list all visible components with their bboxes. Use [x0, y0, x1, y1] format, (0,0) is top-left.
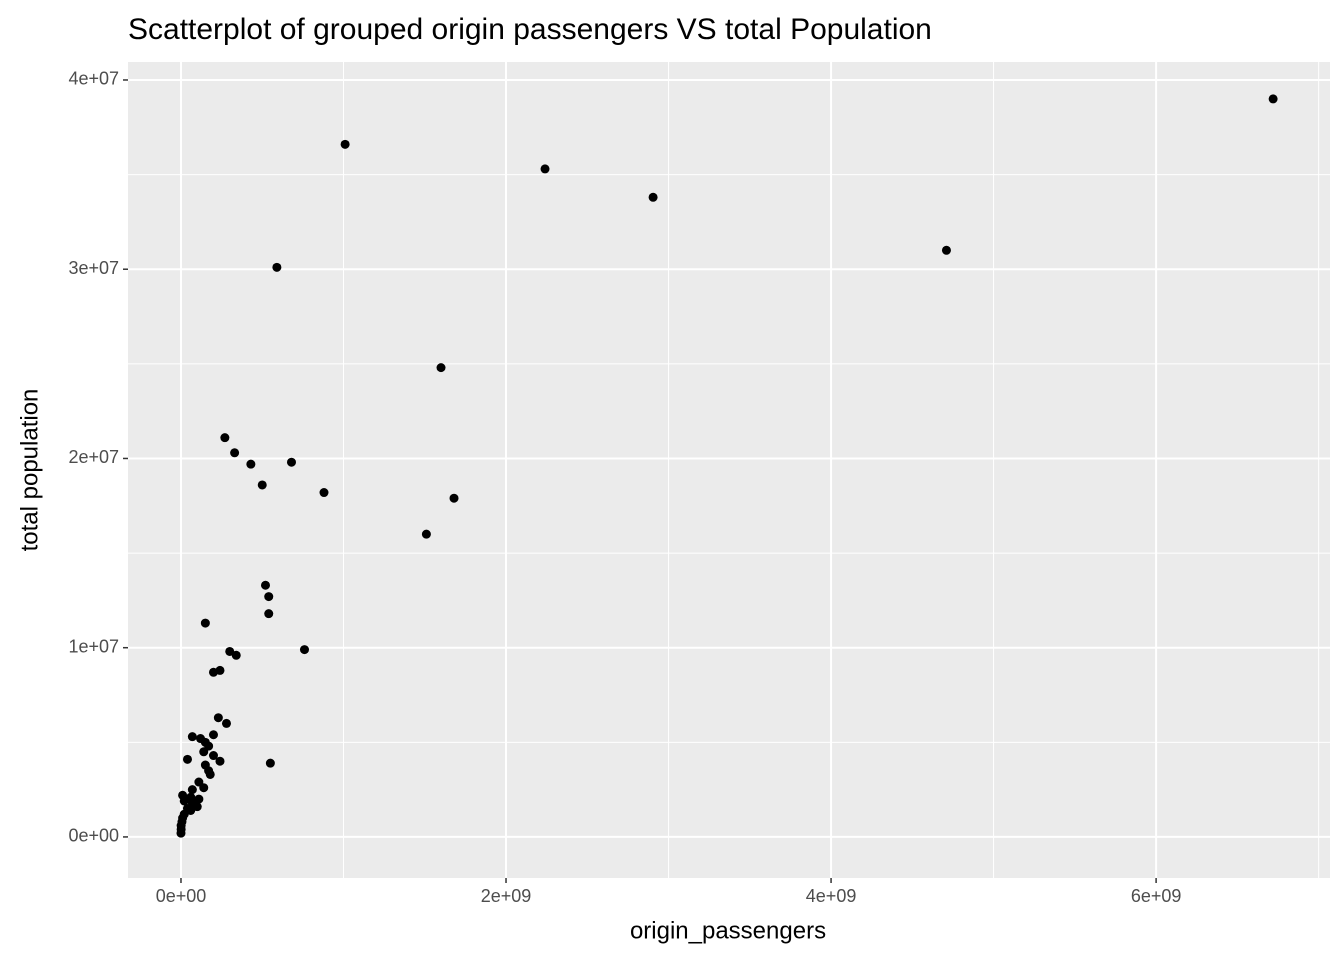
point: [272, 262, 282, 272]
point: [208, 667, 218, 677]
point: [186, 805, 196, 815]
y-tick-label: 0e+00: [68, 826, 119, 846]
point: [260, 580, 270, 590]
y-axis-title: total population: [16, 389, 43, 552]
point: [182, 754, 192, 764]
y-tick-label: 3e+07: [68, 258, 119, 278]
point: [246, 459, 256, 469]
point: [215, 756, 225, 766]
point: [200, 618, 210, 628]
point: [648, 192, 658, 202]
point: [257, 480, 267, 490]
chart-title: Scatterplot of grouped origin passengers…: [128, 13, 932, 46]
x-axis-title: origin_passengers: [630, 917, 826, 944]
y-tick-label: 1e+07: [68, 636, 119, 656]
point: [199, 747, 209, 757]
point: [436, 363, 446, 373]
point: [941, 245, 951, 255]
point: [179, 796, 189, 806]
point: [208, 730, 218, 740]
point: [264, 609, 274, 619]
point: [176, 828, 186, 838]
point: [340, 139, 350, 149]
point: [199, 783, 209, 793]
x-tick-label: 6e+09: [1131, 886, 1182, 906]
point: [187, 785, 197, 795]
y-tick-label: 4e+07: [68, 69, 119, 89]
point: [286, 457, 296, 467]
point: [205, 769, 215, 779]
point: [221, 718, 231, 728]
point: [421, 529, 431, 539]
point: [192, 802, 202, 812]
x-tick-label: 0e+00: [156, 886, 207, 906]
x-tick-label: 2e+09: [481, 886, 532, 906]
point: [187, 732, 197, 742]
point: [194, 794, 204, 804]
point: [208, 751, 218, 761]
point: [540, 164, 550, 174]
point: [264, 592, 274, 602]
point: [449, 493, 459, 503]
point: [213, 713, 223, 723]
point: [319, 488, 329, 498]
x-tick-label: 4e+09: [806, 886, 857, 906]
point: [299, 645, 309, 655]
point: [220, 433, 230, 443]
plot-panel: [128, 62, 1330, 878]
point: [231, 650, 241, 660]
point: [265, 758, 275, 768]
point: [230, 448, 240, 458]
point: [225, 646, 235, 656]
y-tick-label: 2e+07: [68, 447, 119, 467]
point: [1268, 94, 1278, 104]
